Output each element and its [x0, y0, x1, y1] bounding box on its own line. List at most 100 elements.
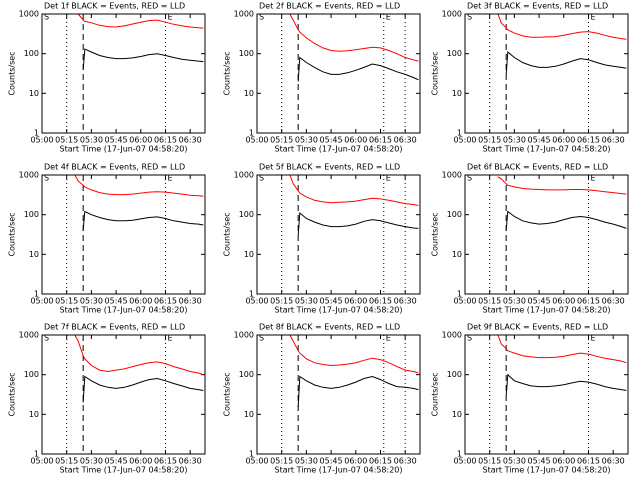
annotation: E: [386, 334, 391, 343]
y-axis-label: Counts/sec: [431, 372, 440, 416]
x-tick-label: 05:00: [453, 297, 476, 306]
x-axis-label: Start Time (17-Jun-07 04:58:20): [60, 145, 188, 154]
panel: Det 1f BLACK = Events, RED = LLD Start Ti…: [8, 2, 206, 154]
y-tick-label: 100: [24, 370, 39, 379]
panel: Det 9f BLACK = Events, RED = LLD Start Ti…: [431, 323, 629, 475]
x-tick-label: 06:15: [154, 457, 177, 466]
annotation: E: [167, 174, 172, 183]
x-tick-label: 05:15: [270, 297, 293, 306]
y-tick-label: 1000: [19, 331, 39, 340]
y-tick-label: 1000: [234, 171, 254, 180]
panel: Det 8f BLACK = Events, RED = LLD Start Ti…: [223, 323, 421, 475]
annotation: S: [467, 174, 472, 183]
x-tick-label: 05:00: [245, 136, 268, 145]
x-tick-label: 06:15: [577, 297, 600, 306]
x-tick-label: 06:30: [179, 297, 202, 306]
y-tick-label: 1: [457, 290, 462, 299]
plot-frame: [256, 334, 421, 455]
y-axis-label: Counts/sec: [431, 51, 440, 95]
x-tick-label: 06:15: [369, 136, 392, 145]
series-line: [297, 56, 419, 82]
series-line: [82, 375, 204, 403]
x-tick-label: 05:45: [105, 297, 128, 306]
panel: Det 5f BLACK = Events, RED = LLD Start Ti…: [223, 163, 421, 315]
y-tick-label: 1: [249, 450, 254, 459]
y-tick-label: 100: [24, 49, 39, 58]
x-tick-label: 05:00: [245, 297, 268, 306]
y-tick-label: 1000: [19, 171, 39, 180]
x-tick-label: 05:45: [105, 136, 128, 145]
x-tick-label: 06:00: [344, 297, 367, 306]
x-tick-label: 05:30: [80, 457, 103, 466]
y-axis-label: Counts/sec: [223, 51, 232, 95]
y-tick-label: 1: [34, 290, 39, 299]
annotation: S: [44, 334, 49, 343]
y-tick-label: 10: [244, 410, 254, 419]
x-tick-label: 05:30: [503, 297, 526, 306]
y-tick-label: 100: [447, 210, 462, 219]
x-tick-label: 05:45: [105, 457, 128, 466]
annotation: S: [44, 174, 49, 183]
x-tick-label: 06:30: [602, 136, 625, 145]
plot-frame: [41, 174, 206, 295]
x-tick-label: 05:30: [295, 457, 318, 466]
annotation: S: [44, 13, 49, 22]
y-axis-label: Counts/sec: [431, 212, 440, 256]
x-axis-label: Start Time (17-Jun-07 04:58:20): [483, 145, 611, 154]
series-line: [297, 375, 419, 408]
y-tick-label: 10: [452, 250, 462, 259]
chart-title: Det 6f BLACK = Events, RED = LLD: [467, 163, 608, 172]
x-tick-label: 05:00: [245, 457, 268, 466]
series-line: [497, 334, 627, 364]
x-tick-label: 05:45: [320, 297, 343, 306]
y-axis-label: Counts/sec: [223, 212, 232, 256]
plot-frame: [464, 334, 629, 455]
y-tick-label: 1000: [442, 171, 462, 180]
chart-title: Det 9f BLACK = Events, RED = LLD: [467, 323, 608, 332]
y-tick-label: 10: [244, 250, 254, 259]
x-tick-label: 06:00: [129, 457, 152, 466]
x-tick-label: 05:15: [478, 136, 501, 145]
y-tick-label: 1000: [442, 10, 462, 19]
x-tick-label: 05:30: [295, 136, 318, 145]
x-tick-label: 06:00: [344, 136, 367, 145]
x-tick-label: 05:15: [270, 136, 293, 145]
x-axis-label: Start Time (17-Jun-07 04:58:20): [483, 306, 611, 315]
chart-title: Det 5f BLACK = Events, RED = LLD: [259, 163, 400, 172]
x-tick-label: 06:15: [577, 136, 600, 145]
x-tick-label: 06:00: [552, 297, 575, 306]
y-tick-label: 1: [34, 450, 39, 459]
plot-frame: [464, 174, 629, 295]
x-tick-label: 05:15: [478, 297, 501, 306]
y-tick-label: 100: [24, 210, 39, 219]
y-tick-label: 1: [34, 129, 39, 138]
y-axis-label: Counts/sec: [8, 51, 17, 95]
y-tick-label: 100: [239, 49, 254, 58]
series-line: [505, 50, 627, 75]
x-axis-label: Start Time (17-Jun-07 04:58:20): [60, 466, 188, 475]
annotation: S: [259, 334, 264, 343]
chart-title: Det 1f BLACK = Events, RED = LLD: [44, 2, 185, 11]
x-axis-label: Start Time (17-Jun-07 04:58:20): [483, 466, 611, 475]
x-tick-label: 05:30: [80, 297, 103, 306]
x-tick-label: 05:45: [320, 136, 343, 145]
chart-title: Det 2f BLACK = Events, RED = LLD: [259, 2, 400, 11]
chart-title: Det 8f BLACK = Events, RED = LLD: [259, 323, 400, 332]
x-tick-label: 06:30: [394, 136, 417, 145]
x-axis-label: Start Time (17-Jun-07 04:58:20): [275, 306, 403, 315]
plot-frame: [256, 174, 421, 295]
panel: Det 3f BLACK = Events, RED = LLD Start Ti…: [431, 2, 629, 154]
y-tick-label: 10: [29, 410, 39, 419]
annotation: S: [259, 174, 264, 183]
y-tick-label: 1000: [234, 10, 254, 19]
x-tick-label: 05:00: [30, 297, 53, 306]
x-tick-label: 06:15: [369, 457, 392, 466]
x-tick-label: 06:00: [552, 136, 575, 145]
y-tick-label: 1: [457, 129, 462, 138]
panel: Det 7f BLACK = Events, RED = LLD Start Ti…: [8, 323, 206, 475]
y-tick-label: 10: [29, 250, 39, 259]
x-tick-label: 06:15: [369, 297, 392, 306]
series-line: [497, 176, 627, 195]
x-tick-label: 06:00: [552, 457, 575, 466]
y-tick-label: 1: [249, 290, 254, 299]
